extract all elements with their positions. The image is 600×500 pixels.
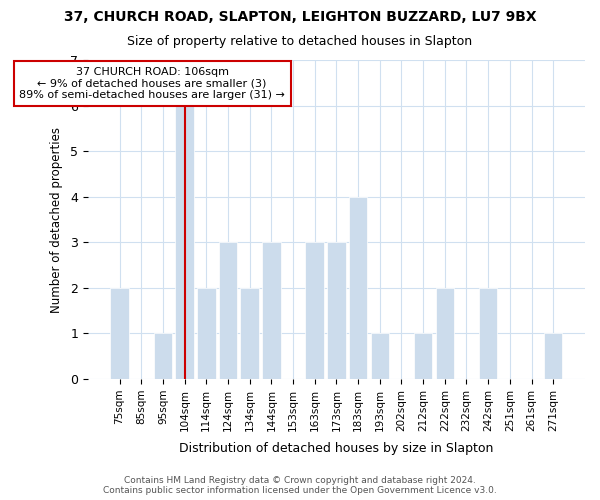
Text: 37 CHURCH ROAD: 106sqm
← 9% of detached houses are smaller (3)
89% of semi-detac: 37 CHURCH ROAD: 106sqm ← 9% of detached … xyxy=(19,67,285,100)
Bar xyxy=(479,288,497,379)
Bar xyxy=(175,106,194,379)
Bar xyxy=(305,242,324,379)
Bar xyxy=(327,242,346,379)
Text: Contains HM Land Registry data © Crown copyright and database right 2024.
Contai: Contains HM Land Registry data © Crown c… xyxy=(103,476,497,495)
Bar xyxy=(262,242,281,379)
Bar xyxy=(544,334,562,379)
Bar xyxy=(414,334,433,379)
Bar xyxy=(241,288,259,379)
Y-axis label: Number of detached properties: Number of detached properties xyxy=(50,126,63,312)
Bar xyxy=(110,288,129,379)
Bar xyxy=(197,288,215,379)
Bar xyxy=(436,288,454,379)
Bar xyxy=(154,334,172,379)
Bar xyxy=(371,334,389,379)
Text: Size of property relative to detached houses in Slapton: Size of property relative to detached ho… xyxy=(127,35,473,48)
Bar xyxy=(349,196,367,379)
Bar xyxy=(219,242,237,379)
X-axis label: Distribution of detached houses by size in Slapton: Distribution of detached houses by size … xyxy=(179,442,494,455)
Text: 37, CHURCH ROAD, SLAPTON, LEIGHTON BUZZARD, LU7 9BX: 37, CHURCH ROAD, SLAPTON, LEIGHTON BUZZA… xyxy=(64,10,536,24)
